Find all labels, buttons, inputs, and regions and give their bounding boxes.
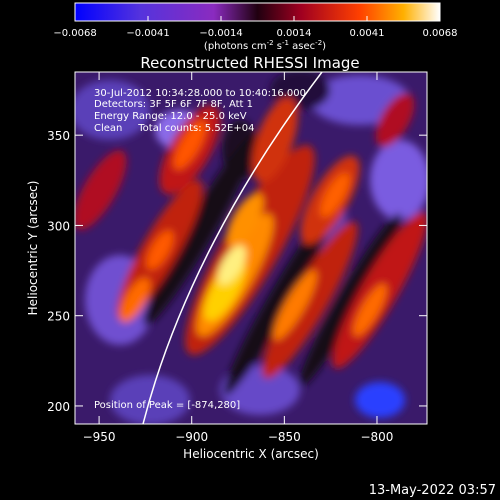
colorbar-units: (photons cm-2 s-1 asec-2) (204, 39, 326, 52)
detectors: Detectors: 3F 5F 6F 7F 8F, Att 1 (94, 99, 253, 110)
colorbar-tick-label: 0.0014 (277, 28, 312, 39)
solar-limb-line (142, 72, 323, 424)
colorbar-tick-label: 0.0041 (350, 28, 385, 39)
x-axis-label: Heliocentric X (arcsec) (183, 447, 319, 461)
timestamp: 13-May-2022 03:57 (369, 483, 496, 498)
y-tick-label: 300 (47, 219, 70, 233)
colorbar-gradient (74, 2, 441, 22)
time-range: 30-Jul-2012 10:34:28.000 to 10:40:16.000 (94, 88, 306, 99)
y-tick-label: 250 (47, 310, 70, 324)
colorbar-tick-label: 0.0068 (423, 28, 458, 39)
x-axis-ticks: −950 −900 −850 −800 (83, 72, 393, 444)
plot-title: Reconstructed RHESSI Image (140, 54, 359, 72)
x-tick-label: −850 (268, 430, 301, 444)
colorbar-tick-label: −0.0014 (199, 28, 242, 39)
x-tick-label: −800 (360, 430, 393, 444)
colorbar-tick-label: −0.0041 (126, 28, 169, 39)
x-tick-label: −900 (175, 430, 208, 444)
plot-frame (74, 71, 428, 425)
colorbar: −0.0068 −0.0041 −0.0014 0.0014 0.0041 0.0068 … (53, 2, 458, 52)
y-tick-label: 350 (47, 129, 70, 143)
peak-position: Position of Peak = [-874,280] (94, 400, 240, 411)
x-tick-label: −950 (83, 430, 116, 444)
y-axis-label: Heliocentric Y (arcsec) (26, 181, 40, 316)
colorbar-ticks: −0.0068 −0.0041 −0.0014 0.0014 0.0041 0.0068 (53, 16, 458, 39)
colorbar-tick-label: −0.0068 (53, 28, 96, 39)
rhessi-image (75, 72, 427, 424)
y-axis-ticks: 200 250 300 350 (47, 129, 427, 414)
y-tick-label: 200 (47, 400, 70, 414)
clean-counts: Clean Total counts: 5.52E+04 (94, 123, 254, 134)
energy-range: Energy Range: 12.0 - 25.0 keV (94, 111, 247, 122)
info-text: 30-Jul-2012 10:34:28.000 to 10:40:16.000… (94, 88, 306, 411)
